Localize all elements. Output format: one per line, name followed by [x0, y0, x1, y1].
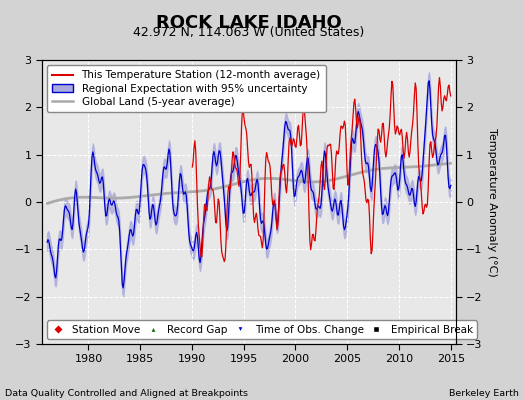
Text: Berkeley Earth: Berkeley Earth [449, 389, 519, 398]
Legend: Station Move, Record Gap, Time of Obs. Change, Empirical Break: Station Move, Record Gap, Time of Obs. C… [47, 320, 477, 339]
Y-axis label: Temperature Anomaly (°C): Temperature Anomaly (°C) [487, 128, 497, 276]
Text: 42.972 N, 114.063 W (United States): 42.972 N, 114.063 W (United States) [133, 26, 365, 39]
Text: ROCK LAKE IDAHO: ROCK LAKE IDAHO [156, 14, 342, 32]
Text: Data Quality Controlled and Aligned at Breakpoints: Data Quality Controlled and Aligned at B… [5, 389, 248, 398]
